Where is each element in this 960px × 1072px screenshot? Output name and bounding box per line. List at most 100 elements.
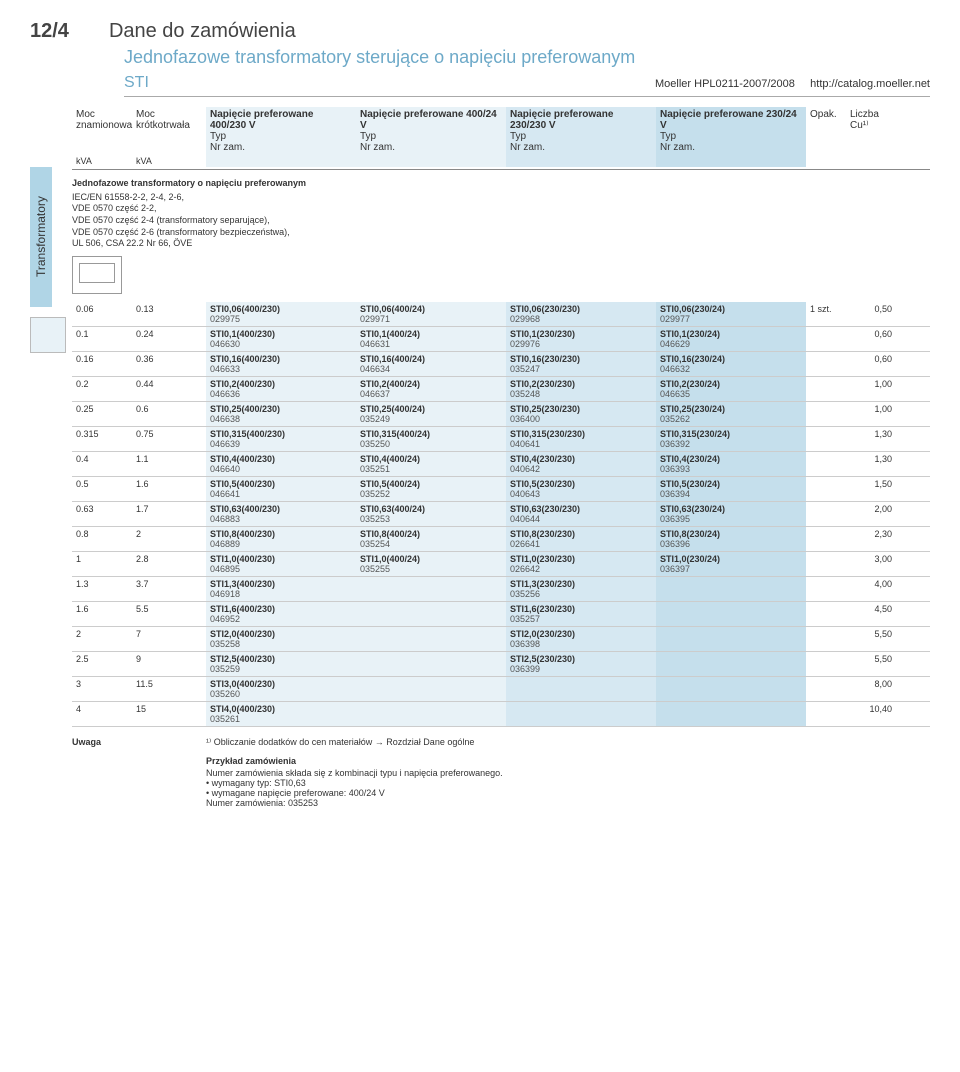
cell-moc: 0.06	[72, 302, 132, 326]
cell-opak	[806, 377, 846, 401]
cell-product: STI1,3(230/230)035256	[506, 577, 656, 601]
cell-cu: 2,00	[846, 502, 896, 526]
cell-moc2: 7	[132, 627, 206, 651]
cell-moc: 0.4	[72, 452, 132, 476]
cell-product: STI0,1(400/230)046630	[206, 327, 356, 351]
cell-opak	[806, 602, 846, 626]
table-row: 0.060.13STI0,06(400/230)029975STI0,06(40…	[72, 302, 930, 327]
cell-cu: 5,50	[846, 652, 896, 676]
cell-product	[356, 677, 506, 701]
col-v3: Napięcie preferowane 230/230 V TypNr zam…	[506, 107, 656, 155]
cell-product: STI0,2(400/230)046636	[206, 377, 356, 401]
cell-product: STI2,5(400/230)035259	[206, 652, 356, 676]
cell-product: STI0,4(400/230)046640	[206, 452, 356, 476]
table-row: 0.631.7STI0,63(400/230)046883STI0,63(400…	[72, 502, 930, 527]
cell-product: STI0,315(230/24)036392	[656, 427, 806, 451]
cell-moc: 1.3	[72, 577, 132, 601]
cell-opak	[806, 702, 846, 726]
cell-product: STI0,2(230/24)046635	[656, 377, 806, 401]
example-title: Przykład zamówienia	[206, 756, 930, 766]
cell-product: STI0,2(230/230)035248	[506, 377, 656, 401]
cell-product: STI2,5(230/230)036399	[506, 652, 656, 676]
cell-product: STI1,0(400/24)035255	[356, 552, 506, 576]
col-v4: Napięcie preferowane 230/24 V TypNr zam.	[656, 107, 806, 155]
table-row: 311.5STI3,0(400/230)0352608,00	[72, 677, 930, 702]
cell-opak: 1 szt.	[806, 302, 846, 326]
cell-product: STI0,8(400/24)035254	[356, 527, 506, 551]
catalog-url: http://catalog.moeller.net	[810, 78, 930, 90]
col-v1: Napięcie preferowane 400/230 V TypNr zam…	[206, 107, 356, 155]
cell-moc2: 0.36	[132, 352, 206, 376]
cell-moc2: 1.6	[132, 477, 206, 501]
cell-moc2: 11.5	[132, 677, 206, 701]
cell-cu: 0,60	[846, 352, 896, 376]
cell-product: STI0,25(400/24)035249	[356, 402, 506, 426]
cell-product: STI0,63(230/24)036395	[656, 502, 806, 526]
cell-moc: 0.63	[72, 502, 132, 526]
cell-moc2: 0.6	[132, 402, 206, 426]
table-row: 0.41.1STI0,4(400/230)046640STI0,4(400/24…	[72, 452, 930, 477]
cell-product: STI3,0(400/230)035260	[206, 677, 356, 701]
cell-product: STI0,06(400/24)029971	[356, 302, 506, 326]
cell-product: STI1,3(400/230)046918	[206, 577, 356, 601]
cell-moc2: 15	[132, 702, 206, 726]
cell-moc: 0.16	[72, 352, 132, 376]
table-row: 0.250.6STI0,25(400/230)046638STI0,25(400…	[72, 402, 930, 427]
cell-cu: 1,30	[846, 427, 896, 451]
cell-product	[656, 702, 806, 726]
table-row: 0.51.6STI0,5(400/230)046641STI0,5(400/24…	[72, 477, 930, 502]
footnote-1: ¹⁾ Obliczanie dodatków do cen materiałów…	[206, 737, 930, 748]
cell-cu: 5,50	[846, 627, 896, 651]
unit-kva-1: kVA	[72, 155, 132, 167]
example-bullet: wymagany typ: STI0,63	[206, 778, 930, 788]
cell-product: STI1,0(230/24)036397	[656, 552, 806, 576]
cell-product	[356, 627, 506, 651]
cell-cu: 1,50	[846, 477, 896, 501]
catalog-ref: Moeller HPL0211-2007/2008	[655, 78, 795, 90]
uwaga-label: Uwaga	[72, 737, 206, 808]
cell-product: STI0,8(230/230)026641	[506, 527, 656, 551]
cell-product	[356, 602, 506, 626]
cell-cu: 8,00	[846, 677, 896, 701]
cell-product	[506, 677, 656, 701]
cell-cu: 4,50	[846, 602, 896, 626]
cell-product: STI0,8(400/230)046889	[206, 527, 356, 551]
cell-product	[656, 577, 806, 601]
cell-opak	[806, 577, 846, 601]
cell-product: STI0,63(400/230)046883	[206, 502, 356, 526]
cell-opak	[806, 427, 846, 451]
cell-product: STI0,25(400/230)046638	[206, 402, 356, 426]
table-row: 1.33.7STI1,3(400/230)046918 STI1,3(230/23…	[72, 577, 930, 602]
table-row: 2.59STI2,5(400/230)035259STI2,5(230/230)…	[72, 652, 930, 677]
cell-product: STI0,8(230/24)036396	[656, 527, 806, 551]
col-moc-znam: Moc znamionowa	[72, 107, 132, 155]
table-row: 415STI4,0(400/230)03526110,40	[72, 702, 930, 727]
cell-product: STI0,16(230/24)046632	[656, 352, 806, 376]
cell-moc: 0.1	[72, 327, 132, 351]
cell-opak	[806, 452, 846, 476]
cell-product: STI0,5(400/24)035252	[356, 477, 506, 501]
cell-opak	[806, 527, 846, 551]
cell-product: STI0,1(230/230)029976	[506, 327, 656, 351]
cell-cu: 2,30	[846, 527, 896, 551]
cell-opak	[806, 402, 846, 426]
cell-product: STI0,1(230/24)046629	[656, 327, 806, 351]
cell-product: STI4,0(400/230)035261	[206, 702, 356, 726]
table-row: 0.82STI0,8(400/230)046889STI0,8(400/24)0…	[72, 527, 930, 552]
cell-product	[656, 652, 806, 676]
cell-product	[656, 602, 806, 626]
cell-moc2: 3.7	[132, 577, 206, 601]
cell-moc: 2.5	[72, 652, 132, 676]
cell-product: STI0,315(400/24)035250	[356, 427, 506, 451]
cell-product	[656, 677, 806, 701]
col-moc-krot: Moc krótkotrwała	[132, 107, 206, 155]
page-subtitle: Jednofazowe transformatory sterujące o n…	[124, 47, 930, 68]
cell-opak	[806, 327, 846, 351]
cell-cu: 4,00	[846, 577, 896, 601]
cell-opak	[806, 627, 846, 651]
cell-opak	[806, 352, 846, 376]
example-text: Numer zamówienia składa się z kombinacji…	[206, 768, 930, 778]
transformer-side-icon	[30, 317, 66, 353]
side-tab: Transformatory	[30, 167, 52, 307]
cell-product: STI0,06(230/230)029968	[506, 302, 656, 326]
